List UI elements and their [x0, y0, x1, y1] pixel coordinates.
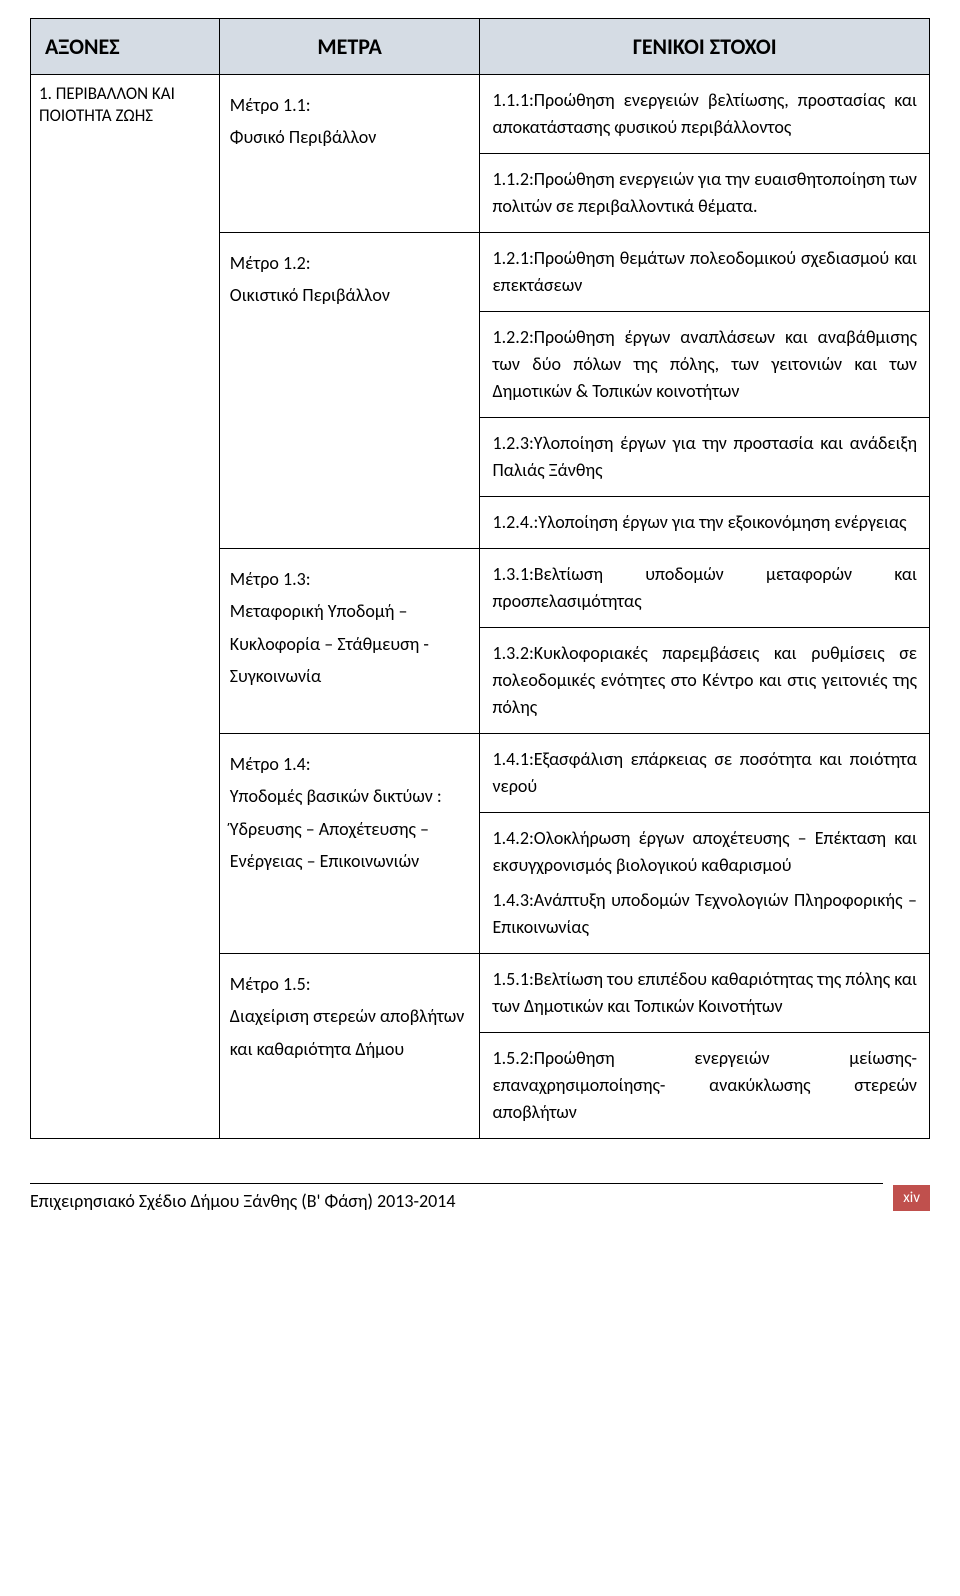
header-goals: ΓΕΝΙΚΟΙ ΣΤΟΧΟΙ [480, 19, 930, 75]
measure-cell: Μέτρο 1.5: Διαχείριση στερεών αποβλήτων … [219, 954, 480, 1139]
goal-cell: 1.2.1:Προώθηση θεμάτων πολεοδομικού σχεδ… [480, 233, 930, 312]
goal-cell: 1.2.2:Προώθηση έργων αναπλάσεων και αναβ… [480, 312, 930, 418]
measure-name: Υποδομές βασικών δικτύων : Ύδρευσης – Απ… [230, 780, 470, 877]
header-measures: ΜΕΤΡΑ [219, 19, 480, 75]
measure-title: Μέτρο 1.3: [230, 563, 470, 595]
goal-cell: 1.4.2:Ολοκλήρωση έργων αποχέτευσης – Επέ… [480, 813, 930, 954]
measure-cell: Μέτρο 1.3: Μεταφορική Υποδομή – Κυκλοφορ… [219, 549, 480, 734]
table-row: 1. ΠΕΡΙΒΑΛΛΟΝ ΚΑΙ ΠΟΙΟΤΗΤΑ ΖΩΗΣ Μέτρο 1.… [31, 75, 930, 154]
goal-cell: 1.3.1:Βελτίωση υποδομών μεταφορών και πρ… [480, 549, 930, 628]
goal-cell: 1.1.2:Προώθηση ενεργειών για την ευαισθη… [480, 154, 930, 233]
measure-cell: Μέτρο 1.2: Οικιστικό Περιβάλλον [219, 233, 480, 549]
goal-cell: 1.2.4.:Υλοποίηση έργων για την εξοικονόμ… [480, 497, 930, 549]
measure-cell: Μέτρο 1.1: Φυσικό Περιβάλλον [219, 75, 480, 233]
measure-title: Μέτρο 1.2: [230, 247, 470, 279]
measure-name: Διαχείριση στερεών αποβλήτων και καθαριό… [230, 1000, 470, 1065]
axis-cell: 1. ΠΕΡΙΒΑΛΛΟΝ ΚΑΙ ΠΟΙΟΤΗΤΑ ΖΩΗΣ [31, 75, 220, 1139]
measure-name: Οικιστικό Περιβάλλον [230, 279, 470, 311]
goal-cell: 1.4.1:Εξασφάλιση επάρκειας σε ποσότητα κ… [480, 734, 930, 813]
strategy-table: ΑΞΟΝΕΣ ΜΕΤΡΑ ΓΕΝΙΚΟΙ ΣΤΟΧΟΙ 1. ΠΕΡΙΒΑΛΛΟ… [30, 18, 930, 1139]
measure-title: Μέτρο 1.5: [230, 968, 470, 1000]
measure-name: Φυσικό Περιβάλλον [230, 121, 470, 153]
measure-title: Μέτρο 1.4: [230, 748, 470, 780]
footer-text: Επιχειρησιακό Σχέδιο Δήμου Ξάνθης (Β' Φά… [30, 1183, 883, 1212]
goal-cell: 1.1.1:Προώθηση ενεργειών βελτίωσης, προσ… [480, 75, 930, 154]
goal-cell: 1.5.1:Βελτίωση του επιπέδου καθαριότητας… [480, 954, 930, 1033]
goal-text: 1.4.3:Ανάπτυξη υποδομών Τεχνολογιών Πληρ… [492, 887, 917, 941]
goal-cell: 1.3.2:Κυκλοφοριακές παρεμβάσεις και ρυθμ… [480, 628, 930, 734]
page-number: xiv [893, 1185, 930, 1211]
page-footer: Επιχειρησιακό Σχέδιο Δήμου Ξάνθης (Β' Φά… [0, 1183, 960, 1222]
goal-cell: 1.2.3:Υλοποίηση έργων για την προστασία … [480, 418, 930, 497]
measure-cell: Μέτρο 1.4: Υποδομές βασικών δικτύων : Ύδ… [219, 734, 480, 954]
measure-title: Μέτρο 1.1: [230, 89, 470, 121]
goal-cell: 1.5.2:Προώθηση ενεργειών μείωσης- επαναχ… [480, 1033, 930, 1139]
measure-name: Μεταφορική Υποδομή – Κυκλοφορία – Στάθμε… [230, 595, 470, 692]
header-axes: ΑΞΟΝΕΣ [31, 19, 220, 75]
goal-text: 1.4.2:Ολοκλήρωση έργων αποχέτευσης – Επέ… [492, 825, 917, 879]
